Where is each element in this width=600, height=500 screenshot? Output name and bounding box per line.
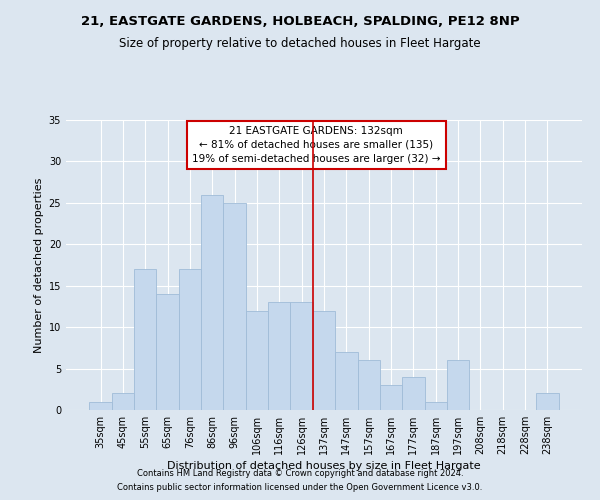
Text: Size of property relative to detached houses in Fleet Hargate: Size of property relative to detached ho…	[119, 38, 481, 51]
Bar	[134, 269, 157, 410]
Bar	[402, 377, 425, 410]
Bar	[447, 360, 469, 410]
Bar	[358, 360, 380, 410]
Bar	[335, 352, 358, 410]
Bar	[313, 310, 335, 410]
Y-axis label: Number of detached properties: Number of detached properties	[34, 178, 44, 352]
Bar	[536, 394, 559, 410]
Bar	[290, 302, 313, 410]
Text: 21, EASTGATE GARDENS, HOLBEACH, SPALDING, PE12 8NP: 21, EASTGATE GARDENS, HOLBEACH, SPALDING…	[80, 15, 520, 28]
Bar	[112, 394, 134, 410]
Bar	[89, 402, 112, 410]
Text: Contains HM Land Registry data © Crown copyright and database right 2024.: Contains HM Land Registry data © Crown c…	[137, 468, 463, 477]
Text: 21 EASTGATE GARDENS: 132sqm
← 81% of detached houses are smaller (135)
19% of se: 21 EASTGATE GARDENS: 132sqm ← 81% of det…	[192, 126, 440, 164]
X-axis label: Distribution of detached houses by size in Fleet Hargate: Distribution of detached houses by size …	[167, 461, 481, 471]
Bar	[157, 294, 179, 410]
Bar	[268, 302, 290, 410]
Bar	[380, 385, 402, 410]
Text: Contains public sector information licensed under the Open Government Licence v3: Contains public sector information licen…	[118, 484, 482, 492]
Bar	[223, 203, 246, 410]
Bar	[425, 402, 447, 410]
Bar	[179, 269, 201, 410]
Bar	[246, 310, 268, 410]
Bar	[201, 194, 223, 410]
